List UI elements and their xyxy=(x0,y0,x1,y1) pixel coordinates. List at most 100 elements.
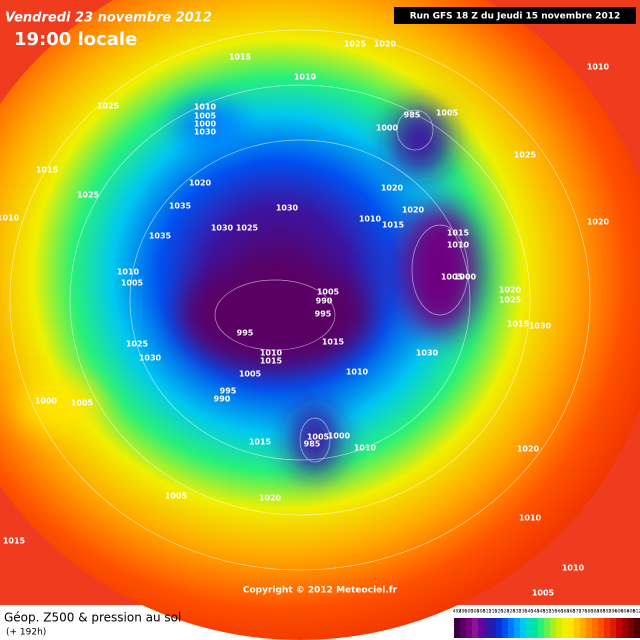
scale-cell xyxy=(472,618,478,638)
isobar-label: 1005 xyxy=(71,399,94,408)
isobar-label: 1025 xyxy=(97,102,120,111)
isobar-label: 1025 xyxy=(77,191,100,200)
scale-cell xyxy=(484,618,490,638)
isobar-label: 1010 xyxy=(359,215,382,224)
isobar-label: 1015 xyxy=(382,221,405,230)
isobar-label: 1020 xyxy=(381,184,404,193)
scale-cell xyxy=(610,618,616,638)
isobar-label: 1010 xyxy=(587,63,610,72)
scale-cell xyxy=(538,618,544,638)
isobar-label: 1000 xyxy=(328,432,351,441)
scale-label: 520 xyxy=(495,609,504,615)
forecast-time: 19:00 locale xyxy=(14,29,137,50)
isobars xyxy=(9,29,591,571)
color-scale: 4924965005045085125165205245285325365405… xyxy=(453,609,640,638)
scale-label: 496 xyxy=(459,609,468,615)
scale-cell xyxy=(556,618,562,638)
isobar-label: 1010 xyxy=(447,241,470,250)
scale-cell xyxy=(460,618,466,638)
scale-label: 612 xyxy=(633,609,640,615)
isobar-label: 1015 xyxy=(3,537,26,546)
isobar-label: 1035 xyxy=(169,202,192,211)
isobar-label: 1010 xyxy=(519,514,542,523)
scale-label: 524 xyxy=(501,609,510,615)
scale-cell xyxy=(520,618,526,638)
isobar-label: 990 xyxy=(316,297,333,306)
isobar-label: 1005 xyxy=(165,492,188,501)
scale-label: 552 xyxy=(543,609,552,615)
isobar-label: 1020 xyxy=(259,494,282,503)
isobar-label: 1015 xyxy=(260,357,283,366)
isobar-label: 1030 xyxy=(276,204,299,213)
scale-label: 532 xyxy=(513,609,522,615)
scale-label: 588 xyxy=(597,609,606,615)
isobar-label: 1020 xyxy=(499,286,522,295)
scale-cell xyxy=(586,618,592,638)
isobar-label: 1005 xyxy=(239,370,262,379)
isobar-label: 1010 xyxy=(194,103,217,112)
scale-cell xyxy=(598,618,604,638)
isobar-label: 1005 xyxy=(121,279,144,288)
scale-label: 584 xyxy=(591,609,600,615)
isobar-label: 1010 xyxy=(562,564,585,573)
scale-label: 540 xyxy=(525,609,534,615)
isobar-label: 1025 xyxy=(344,40,367,49)
scale-label: 512 xyxy=(483,609,492,615)
copyright: Copyright © 2012 Meteociel.fr xyxy=(243,586,398,596)
scale-cell xyxy=(526,618,532,638)
isobar-label: 1020 xyxy=(189,179,212,188)
legend-title: Géop. Z500 & pression au sol xyxy=(4,611,181,625)
isobar-label: 1005 xyxy=(532,589,555,598)
scale-label: 560 xyxy=(555,609,564,615)
scale-label: 608 xyxy=(627,609,636,615)
scale-cell xyxy=(574,618,580,638)
isobar-label: 1000 xyxy=(35,397,58,406)
scale-cell xyxy=(628,618,634,638)
isobar-label: 1005 xyxy=(307,433,330,442)
run-info: Run GFS 18 Z du Jeudi 15 novembre 2012 xyxy=(410,12,621,22)
scale-cell xyxy=(466,618,472,638)
scale-cell xyxy=(622,618,628,638)
scale-label: 492 xyxy=(453,609,462,615)
scale-cell xyxy=(454,618,460,638)
isobar-label: 1020 xyxy=(374,40,397,49)
isobar-label: 995 xyxy=(315,310,332,319)
isobar-label: 990 xyxy=(214,395,231,404)
scale-label: 568 xyxy=(567,609,576,615)
isobar-label: 1000 xyxy=(194,120,217,129)
scale-cell xyxy=(508,618,514,638)
scale-label: 592 xyxy=(603,609,612,615)
isobar-label: 1015 xyxy=(507,320,530,329)
isobar-label: 1005 xyxy=(436,109,459,118)
scale-label: 508 xyxy=(477,609,486,615)
isobar-label: 1030 xyxy=(194,128,217,137)
scale-label: 576 xyxy=(579,609,588,615)
forecast-date: Vendredi 23 novembre 2012 xyxy=(5,11,212,26)
legend-lead: (+ 192h) xyxy=(6,628,46,638)
isobar-label: 1025 xyxy=(499,296,522,305)
isobar-label: 1015 xyxy=(447,229,470,238)
scale-label: 604 xyxy=(621,609,630,615)
scale-cell xyxy=(604,618,610,638)
scale-cell xyxy=(502,618,508,638)
isobar-label: 1020 xyxy=(517,445,540,454)
z500-anomalies xyxy=(20,103,480,475)
isobar-label: 1030 xyxy=(529,322,552,331)
isobar-label: 1015 xyxy=(322,338,345,347)
isobar-label: 1010 xyxy=(346,368,369,377)
scale-label: 528 xyxy=(507,609,516,615)
isobar-label: 1000 xyxy=(376,124,399,133)
isobar-label: 1025 xyxy=(514,151,537,160)
scale-cell xyxy=(490,618,496,638)
isobar-label: 1030 xyxy=(416,349,439,358)
isobar-label: 1035 xyxy=(149,232,172,241)
scale-label: 600 xyxy=(615,609,624,615)
scale-cell xyxy=(514,618,520,638)
scale-cell xyxy=(592,618,598,638)
isobar-label: 1020 xyxy=(587,218,610,227)
scale-cell xyxy=(580,618,586,638)
isobar-label: 1010 xyxy=(260,349,283,358)
isobar-label: 1010 xyxy=(354,444,377,453)
isobar-label: 1005 xyxy=(441,273,464,282)
